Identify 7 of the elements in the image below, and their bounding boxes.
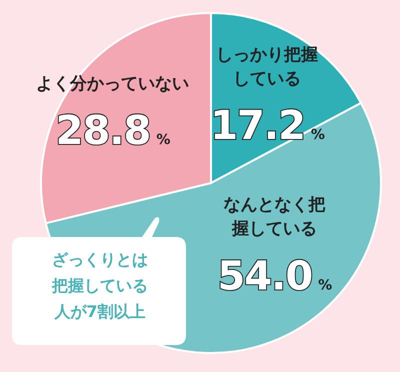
slice-label: よく分かっていない xyxy=(34,73,190,96)
data-label: 28.8% xyxy=(56,108,170,154)
data-label: 17.2% xyxy=(210,102,325,149)
data-label: 54.0% xyxy=(217,253,332,300)
text: ざっくりとは把握している人が7割以上 xyxy=(50,249,149,323)
slice-label: しっかり把握している xyxy=(215,44,320,91)
slice-label: なんとなく把握している xyxy=(222,194,326,242)
